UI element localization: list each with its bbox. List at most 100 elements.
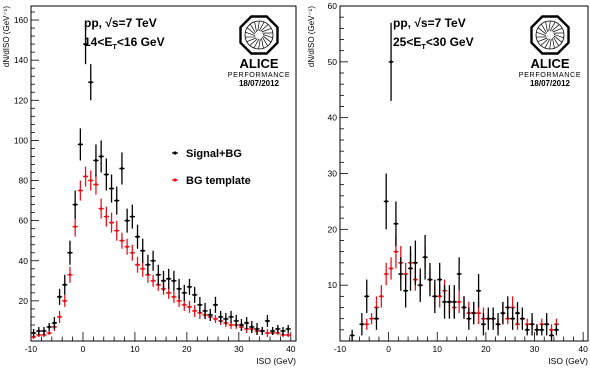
signal-bg-point — [500, 302, 505, 324]
x-tick-label: -10 — [334, 344, 347, 354]
legend-item: BG template — [172, 175, 251, 187]
signal-bg-point — [384, 174, 389, 230]
data-marker — [188, 305, 191, 308]
y-tick-label: 80 — [19, 176, 29, 186]
logo-track — [552, 38, 554, 48]
data-marker — [492, 317, 495, 320]
signal-bg-point — [254, 323, 259, 335]
data-marker — [147, 263, 150, 266]
signal-bg-point — [192, 287, 197, 303]
data-marker — [110, 221, 113, 224]
data-marker — [448, 301, 451, 304]
x-tick-label: 30 — [530, 344, 540, 354]
data-marker — [162, 279, 165, 282]
signal-bg-point — [544, 313, 549, 335]
y-tick-label: 50 — [328, 57, 338, 67]
x-axis-title: ISO (GeV) — [256, 356, 296, 366]
y-tick-label: 40 — [19, 256, 29, 266]
data-marker — [79, 143, 82, 146]
data-marker — [287, 328, 290, 331]
signal-bg-point — [437, 263, 442, 297]
data-marker — [516, 312, 519, 315]
performance-date: 18/07/2012 — [239, 79, 280, 88]
data-marker — [209, 314, 212, 317]
signal-bg-point — [47, 323, 52, 331]
signal-bg-point — [182, 285, 187, 301]
logo-track — [553, 37, 558, 46]
signal-bg-point — [491, 308, 496, 330]
bg-template-point — [73, 217, 78, 237]
signal-bg-point — [93, 144, 98, 176]
signal-bg-point — [114, 187, 119, 215]
bg-template-point — [369, 313, 374, 324]
signal-bg-point — [350, 330, 355, 341]
data-marker — [245, 322, 248, 325]
data-marker — [404, 289, 407, 292]
x-axis-title: ISO (GeV) — [548, 356, 588, 366]
signal-bg-point — [423, 235, 428, 280]
data-marker — [453, 301, 456, 304]
data-marker — [438, 278, 441, 281]
signal-bg-point — [249, 321, 254, 333]
data-marker — [365, 323, 368, 326]
data-marker — [545, 323, 548, 326]
data-marker — [172, 279, 175, 282]
signal-bg-point — [393, 201, 398, 246]
data-marker — [136, 263, 139, 266]
data-marker — [458, 301, 461, 304]
signal-bg-point — [286, 325, 291, 333]
x-tick-label: 20 — [481, 344, 491, 354]
y-tick-label: 60 — [19, 216, 29, 226]
data-marker — [443, 301, 446, 304]
signal-bg-point — [486, 308, 491, 330]
signal-bg-point — [466, 308, 471, 330]
data-marker — [555, 328, 558, 331]
data-marker — [105, 215, 108, 218]
bg-template-point — [47, 331, 52, 335]
logo-track — [549, 21, 551, 31]
bg-template-point — [104, 207, 109, 227]
bg-template-point — [83, 166, 88, 186]
data-marker — [477, 289, 480, 292]
data-marker — [266, 332, 269, 335]
signal-bg-point — [239, 319, 244, 331]
data-marker — [463, 306, 466, 309]
data-marker — [536, 328, 539, 331]
data-marker — [89, 179, 92, 182]
logo-track — [550, 22, 555, 31]
bg-template-point — [57, 311, 62, 323]
data-marker — [409, 267, 412, 270]
signal-bg-point — [187, 279, 192, 295]
data-marker — [276, 328, 279, 331]
data-marker — [100, 207, 103, 210]
signal-bg-point — [525, 324, 530, 335]
signal-bg-point — [408, 246, 413, 291]
signal-bg-point — [275, 325, 280, 333]
series-bg-template — [364, 235, 559, 335]
data-marker — [95, 183, 98, 186]
signal-bg-point — [364, 280, 369, 314]
data-marker — [395, 222, 398, 225]
bg-template-point — [384, 263, 389, 285]
signal-bg-point — [228, 311, 233, 323]
data-marker — [375, 317, 378, 320]
data-marker — [115, 229, 118, 232]
data-marker — [183, 303, 186, 306]
signal-bg-point — [418, 268, 423, 302]
data-marker — [48, 326, 51, 329]
data-marker — [69, 273, 72, 276]
data-marker — [385, 200, 388, 203]
signal-bg-point — [260, 327, 265, 335]
signal-bg-point — [457, 257, 462, 291]
data-marker — [240, 324, 243, 327]
data-marker — [419, 284, 422, 287]
logo-track — [254, 39, 259, 48]
signal-bg-point — [452, 285, 457, 319]
bg-template-point — [171, 291, 176, 303]
signal-bg-point — [67, 241, 72, 265]
data-marker — [74, 225, 77, 228]
bg-template-point — [364, 319, 369, 330]
